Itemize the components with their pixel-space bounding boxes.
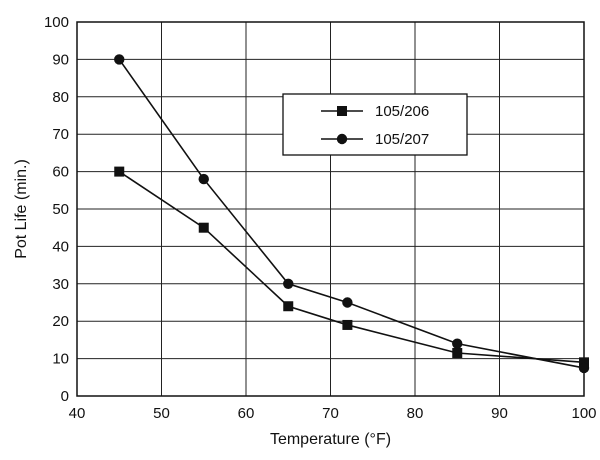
series-layer: [114, 54, 590, 374]
grid-lines: [76, 21, 585, 397]
x-tick-label-1: 50: [153, 405, 170, 422]
y-tick-label-8: 80: [52, 89, 69, 106]
y-tick-label-2: 20: [52, 313, 69, 330]
x-axis-ticks: 40 50 60 70 80 90 100: [69, 405, 597, 422]
series-line-0: [118, 170, 585, 364]
data-point-0-1: [198, 222, 209, 233]
y-tick-label-1: 10: [52, 351, 69, 368]
y-tick-label-0: 0: [61, 388, 69, 405]
y-axis-title: Pot Life (min.): [13, 159, 30, 259]
data-point-1-0: [114, 54, 125, 65]
y-tick-label-7: 70: [52, 126, 69, 143]
legend: 105/206 105/207: [282, 93, 468, 156]
x-tick-label-3: 70: [322, 405, 339, 422]
y-tick-label-5: 50: [52, 201, 69, 218]
legend-marker-0: [337, 106, 347, 116]
y-tick-label-6: 60: [52, 164, 69, 181]
x-tick-label-4: 80: [407, 405, 424, 422]
x-tick-label-2: 60: [238, 405, 255, 422]
data-point-1-3: [342, 297, 353, 308]
y-axis-ticks: 0 10 20 30 40 50 60 70 80 90 100: [44, 14, 69, 405]
series-line-1: [118, 58, 585, 369]
x-tick-label-6: 100: [571, 405, 596, 422]
data-point-0-4: [452, 347, 463, 358]
legend-marker-1: [336, 133, 348, 145]
y-tick-label-4: 40: [52, 238, 69, 255]
legend-box: [282, 93, 468, 156]
data-point-0-2: [283, 301, 294, 312]
x-tick-label-0: 40: [69, 405, 86, 422]
x-tick-label-5: 90: [491, 405, 508, 422]
y-tick-label-10: 100: [44, 14, 69, 31]
y-tick-label-3: 30: [52, 276, 69, 293]
legend-label-1: 105/207: [375, 131, 429, 148]
y-tick-label-9: 90: [52, 51, 69, 68]
series-1: [114, 54, 590, 374]
data-point-0-3: [342, 319, 353, 330]
data-point-0-5: [579, 357, 589, 368]
series-0: [114, 166, 589, 368]
data-point-1-4: [452, 338, 463, 349]
data-point-1-2: [283, 278, 294, 289]
legend-entries: 105/206 105/207: [321, 103, 429, 148]
legend-entry-1: 105/207: [321, 131, 429, 148]
x-axis-title: Temperature (°F): [270, 431, 391, 448]
legend-entry-0: 105/206: [321, 103, 429, 120]
data-point-0-0: [114, 166, 125, 177]
data-point-1-1: [198, 173, 209, 185]
legend-label-0: 105/206: [375, 103, 429, 120]
data-point-1-5: [578, 362, 590, 374]
plot-area-frame: [76, 21, 585, 397]
